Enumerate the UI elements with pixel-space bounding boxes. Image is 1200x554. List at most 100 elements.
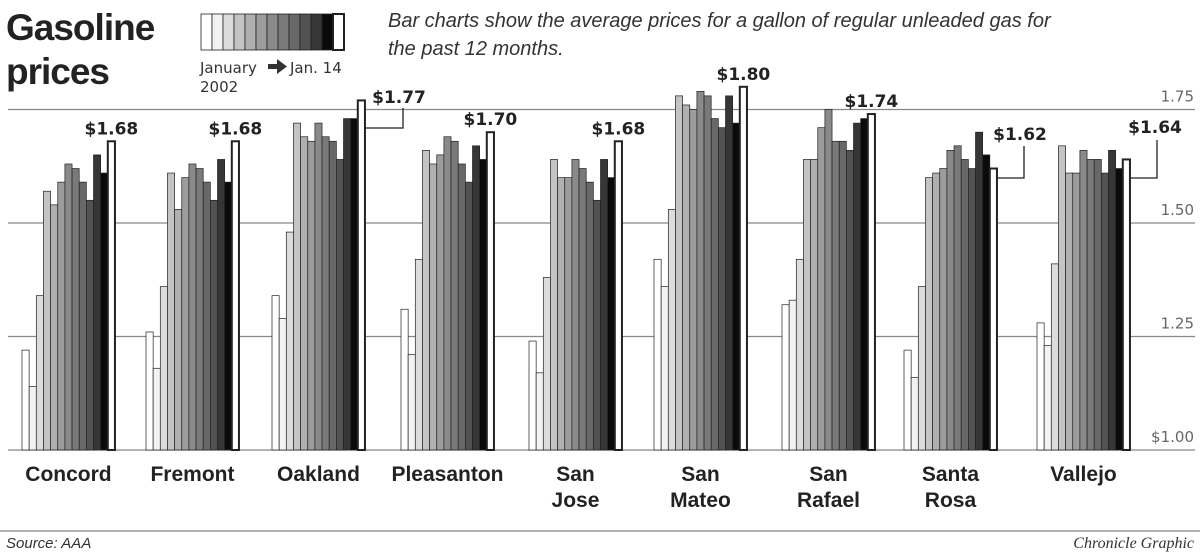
bar-month [181,177,190,451]
bar-month [946,150,955,451]
bar-month [1036,322,1045,451]
bar-month [224,181,233,451]
bar-month [910,377,919,451]
bar-month [436,154,445,451]
bar-month [50,204,59,451]
bar-month [932,172,941,451]
value-label: $1.68 [591,119,645,139]
y-axis-ticks: $1.00 1.25 1.50 1.75 [1151,88,1194,447]
value-label: $1.68 [208,119,262,139]
bar-month [781,304,790,451]
legend-arrow-icon [268,59,287,74]
bar-month [429,163,438,451]
city-labels: Concord Fremont Oakland Pleasanton San Jose Sa… [25,463,1116,512]
city-label-line-2: Jose [552,489,600,512]
bar-month [607,177,616,451]
bar-current [613,140,623,451]
bar-month [307,140,316,451]
bar-current [356,99,366,451]
bar-month [860,118,869,451]
bar-month [314,122,323,451]
bar-month [571,159,580,451]
bar-month [1079,150,1088,451]
bar-month [145,331,154,451]
bar-month [653,258,662,451]
description-line-2: the past 12 months. [388,38,564,60]
bar-month [422,150,430,451]
bar-current [485,131,495,451]
value-label: $1.68 [84,119,138,139]
title-line-2: prices [6,51,109,92]
bar-month [903,349,912,451]
city-label-line-2: Rosa [925,489,977,512]
bar-month [450,140,459,451]
bar-month [817,127,826,451]
value-label: $1.80 [716,65,770,85]
legend-swatch [211,13,224,51]
bar-current [1121,158,1131,451]
legend-end-label: Jan. 14 [289,59,342,77]
bar-month [457,163,466,451]
bar-month [293,122,301,451]
bar-current [738,85,748,452]
bar-month [328,140,337,451]
legend-year-label: 2002 [200,78,238,96]
bar-month [717,127,726,451]
bar-month [831,140,840,451]
bar-month [732,122,741,451]
bar-month [210,199,218,451]
city-label: Pleasanton [391,463,503,486]
bar-month [803,159,811,451]
legend-swatch [299,13,312,51]
bar-month [696,90,705,451]
bar-month [810,159,819,451]
bar-month [542,277,551,451]
bar-month [300,136,309,451]
bar-month [710,118,719,451]
bar-group-san-mateo [653,85,748,452]
bar-month [1072,172,1081,451]
bar-month [925,177,933,451]
city-label: San [556,463,595,486]
bar-group-pleasanton [400,131,495,451]
bar-group-san-rafael [781,109,876,451]
bar-month [917,286,926,451]
bar-month [660,286,669,451]
bar-month [479,159,488,451]
bar-month [35,295,44,451]
bar-month [336,159,344,451]
legend-swatch [310,13,323,51]
description-line-1: Bar charts show the average prices for a… [388,10,1052,32]
bar-group-fremont [145,140,240,451]
bar-month [967,168,976,451]
bar-month [703,95,712,451]
bar-month [43,190,51,451]
bar-month [1065,172,1074,451]
bar-month [682,104,691,451]
bar-month [675,95,683,451]
legend-swatch [200,13,213,51]
credit-note: Chronicle Graphic [1073,535,1194,552]
bar-month [400,308,409,451]
legend-swatch [222,13,235,51]
y-tick-label: $1.00 [1151,428,1194,446]
bar-month [953,145,962,451]
bar-month [152,367,161,451]
bar-month [1050,263,1059,451]
bar-month [795,258,804,451]
bar-month [21,349,30,451]
bar-month [350,118,359,451]
bar-month [343,118,352,451]
city-label: Oakland [277,463,360,486]
leader-line [1130,140,1158,179]
y-tick-label: 1.50 [1161,201,1194,219]
bar-group-santa-rosa [903,131,998,452]
title-line-1: Gasoline [6,7,155,48]
city-label: Santa [922,463,980,486]
legend-swatch [321,13,334,51]
bar-month [725,95,734,451]
legend-swatch [266,13,279,51]
bar-month [285,231,294,451]
bar-group-vallejo [1036,145,1131,451]
